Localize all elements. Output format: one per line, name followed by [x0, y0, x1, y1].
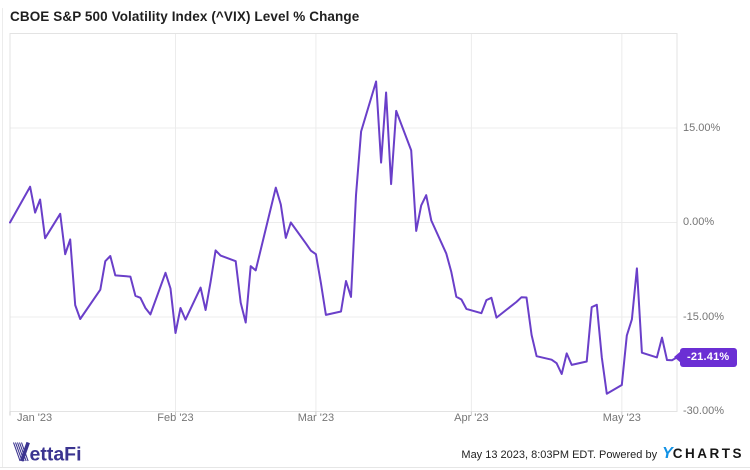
ycharts-y-icon: Y [662, 445, 673, 462]
ycharts-wordmark: CHARTS [672, 446, 744, 461]
ycharts-logo: Y CHARTS [662, 445, 744, 463]
x-tick-label: May '23 [602, 412, 641, 424]
y-tick-label: 0.00% [683, 216, 715, 228]
widget-bottom-border [0, 467, 750, 468]
attribution: May 13 2023, 8:03PM EDT. Powered by Y CH… [461, 445, 744, 463]
badge-arrow-icon [674, 351, 681, 364]
vettafi-logo-mark: ettaFi [12, 441, 82, 466]
x-tick-label: Mar '23 [297, 412, 335, 424]
y-tick-label: -30.00% [683, 405, 724, 417]
last-value-badge: -21.41% [674, 347, 738, 367]
widget-left-border [2, 8, 3, 468]
series-line [9, 80, 678, 395]
y-tick-label: -15.00% [683, 310, 724, 323]
x-tick-label: Feb '23 [157, 412, 194, 424]
vettafi-wordmark: ettaFi [30, 444, 82, 466]
chart-title: CBOE S&P 500 Volatility Index (^VIX) Lev… [10, 9, 360, 24]
x-tick-label: Apr '23 [454, 412, 489, 424]
badge-label: -21.41% [687, 350, 730, 363]
vettafi-logo: ettaFi [12, 439, 112, 470]
timestamp-text: May 13 2023, 8:03PM EDT. Powered by [461, 449, 658, 461]
x-tick-label: Jan '23 [17, 412, 53, 424]
y-tick-label: 15.00% [683, 121, 721, 134]
